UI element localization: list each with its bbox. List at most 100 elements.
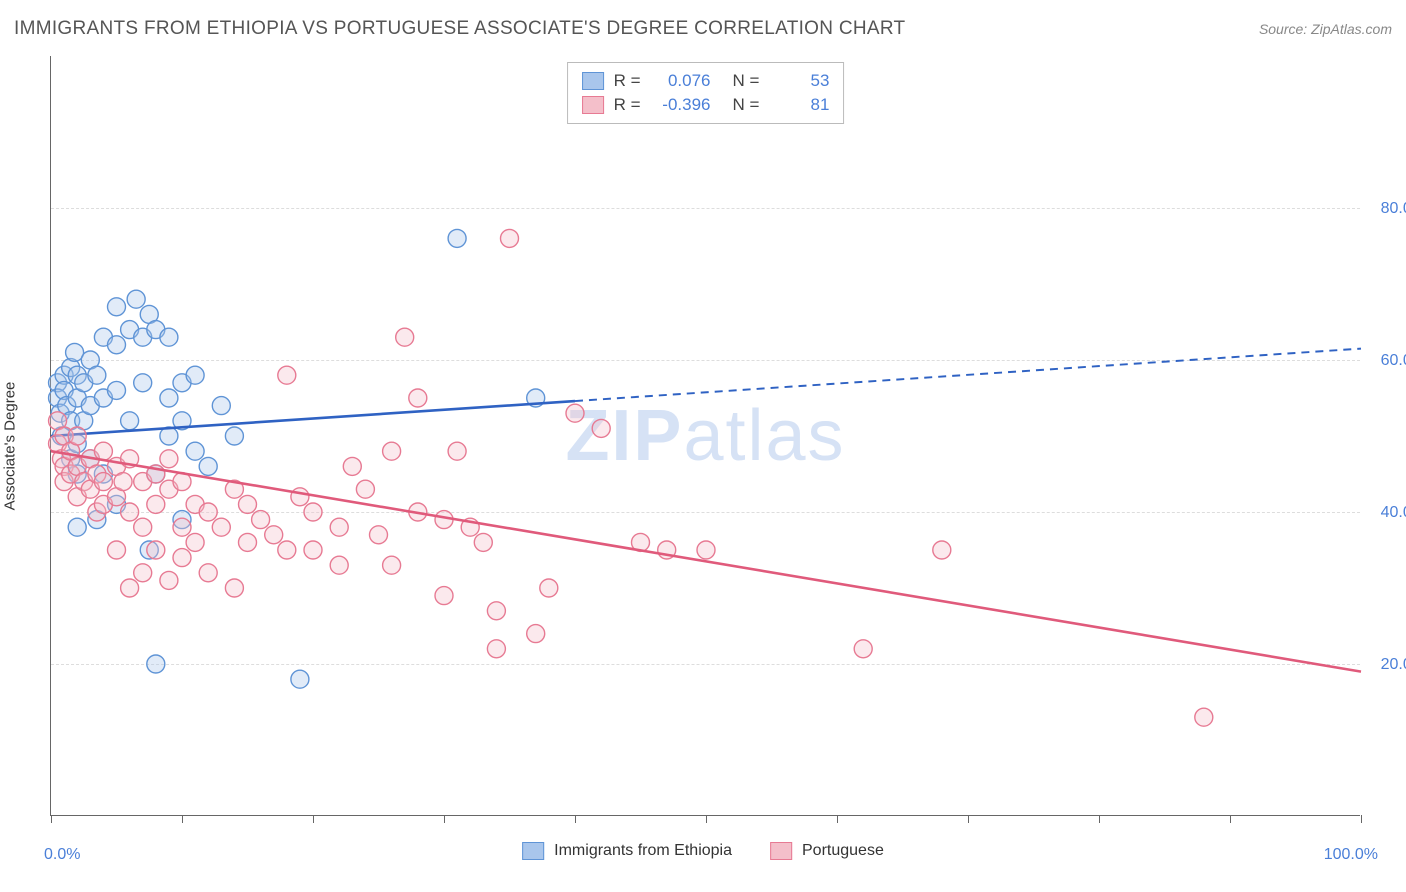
source-attribution: Source: ZipAtlas.com [1259,21,1392,37]
scatter-point [304,541,322,559]
scatter-point [330,556,348,574]
scatter-point [121,503,139,521]
scatter-point [383,556,401,574]
scatter-point [134,518,152,536]
swatch-series2 [582,96,604,114]
stats-row-series2: R = -0.396 N = 81 [582,93,830,117]
scatter-point [501,229,519,247]
scatter-point [527,625,545,643]
scatter-point [108,381,126,399]
scatter-point [88,366,106,384]
legend-item-series1: Immigrants from Ethiopia [522,842,732,860]
scatter-point [291,488,309,506]
scatter-point [127,290,145,308]
scatter-point [173,549,191,567]
scatter-point [252,511,270,529]
scatter-point [265,526,283,544]
scatter-point [108,298,126,316]
scatter-point [121,412,139,430]
scatter-point [94,442,112,460]
legend-swatch-series1 [522,842,544,860]
scatter-point [186,366,204,384]
scatter-point [933,541,951,559]
y-tick-label: 40.0% [1366,504,1406,522]
scatter-point [487,640,505,658]
scatter-point [383,442,401,460]
scatter-point [186,442,204,460]
scatter-point [566,404,584,422]
scatter-point [697,541,715,559]
scatter-point [199,564,217,582]
stats-legend-box: R = 0.076 N = 53 R = -0.396 N = 81 [567,62,845,124]
scatter-point [147,495,165,513]
scatter-point [278,366,296,384]
scatter-point [356,480,374,498]
y-tick-label: 20.0% [1366,656,1406,674]
trend-line [51,451,1361,671]
scatter-point [487,602,505,620]
y-axis-title: Associate's Degree [2,382,19,511]
scatter-plot-area: ZIPatlas 20.0%40.0%60.0%80.0% R = 0.076 … [50,56,1360,816]
scatter-point [225,427,243,445]
scatter-point [114,473,132,491]
scatter-point [147,655,165,673]
legend-label-series2: Portuguese [802,842,884,860]
y-tick-label: 60.0% [1366,352,1406,370]
scatter-point [134,374,152,392]
scatter-point [435,587,453,605]
x-axis-max-label: 100.0% [1324,846,1378,864]
scatter-point [134,564,152,582]
scatter-point [278,541,296,559]
scatter-point [68,427,86,445]
scatter-point [108,541,126,559]
scatter-point [448,229,466,247]
scatter-point [540,579,558,597]
scatter-point [212,397,230,415]
scatter-point [94,473,112,491]
scatter-point [160,328,178,346]
scatter-point [304,503,322,521]
x-axis-min-label: 0.0% [44,846,80,864]
n-value-series2: 81 [773,95,829,115]
plot-svg [51,56,1360,815]
scatter-point [173,518,191,536]
scatter-point [212,518,230,536]
scatter-point [160,389,178,407]
scatter-point [199,503,217,521]
scatter-point [147,541,165,559]
scatter-point [330,518,348,536]
n-value-series1: 53 [773,71,829,91]
scatter-point [409,389,427,407]
scatter-point [186,533,204,551]
bottom-legend: Immigrants from Ethiopia Portuguese [522,842,884,860]
scatter-point [160,450,178,468]
legend-item-series2: Portuguese [770,842,884,860]
title-bar: IMMIGRANTS FROM ETHIOPIA VS PORTUGUESE A… [14,18,1392,40]
scatter-point [160,571,178,589]
scatter-point [854,640,872,658]
scatter-point [239,533,257,551]
chart-title: IMMIGRANTS FROM ETHIOPIA VS PORTUGUESE A… [14,18,905,40]
scatter-point [68,518,86,536]
scatter-point [1195,708,1213,726]
scatter-point [448,442,466,460]
r-value-series2: -0.396 [655,95,711,115]
scatter-point [121,579,139,597]
scatter-point [291,670,309,688]
scatter-point [108,336,126,354]
swatch-series1 [582,72,604,90]
stats-row-series1: R = 0.076 N = 53 [582,69,830,93]
scatter-point [396,328,414,346]
scatter-point [592,419,610,437]
trend-line-extrapolated [575,349,1361,401]
scatter-point [370,526,388,544]
legend-swatch-series2 [770,842,792,860]
legend-label-series1: Immigrants from Ethiopia [554,842,732,860]
r-value-series1: 0.076 [655,71,711,91]
scatter-point [225,579,243,597]
y-tick-label: 80.0% [1366,200,1406,218]
scatter-point [474,533,492,551]
scatter-point [343,457,361,475]
scatter-point [199,457,217,475]
scatter-point [239,495,257,513]
